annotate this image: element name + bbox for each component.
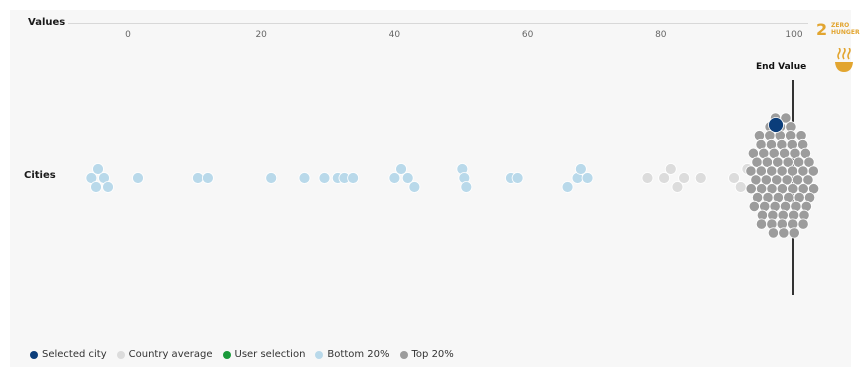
- top-20-point[interactable]: [748, 200, 760, 212]
- legend-item[interactable]: User selection: [222, 349, 306, 360]
- selected-city-point[interactable]: [768, 117, 784, 133]
- top-20-point[interactable]: [767, 227, 780, 239]
- sdg-badge: 2 ZERO HUNGER: [816, 18, 860, 78]
- chart-panel: [10, 10, 851, 367]
- bottom-20-point[interactable]: [408, 181, 421, 193]
- x-tick-label: 20: [255, 30, 267, 40]
- x-tick-label: 80: [655, 30, 667, 40]
- top-20-point[interactable]: [803, 156, 815, 168]
- bottom-20-point[interactable]: [574, 163, 587, 175]
- x-tick-label: 40: [388, 30, 401, 40]
- values-axis-label: Values: [28, 17, 66, 28]
- bottom-20-point[interactable]: [581, 172, 594, 184]
- top-20-point[interactable]: [780, 112, 792, 124]
- bottom-20-point[interactable]: [561, 181, 574, 193]
- bottom-20-point[interactable]: [511, 172, 524, 184]
- x-tick-label: 100: [785, 30, 803, 40]
- legend-swatch: [30, 350, 38, 359]
- bottom-20-point[interactable]: [347, 172, 360, 184]
- bottom-20-point[interactable]: [92, 163, 104, 175]
- x-tick-label: 0: [125, 30, 131, 40]
- legend-swatch: [116, 350, 125, 359]
- sdg-title: ZERO HUNGER: [831, 22, 860, 36]
- legend-label: Selected city: [42, 349, 107, 360]
- legend-item[interactable]: Country average: [116, 349, 213, 360]
- legend-item[interactable]: Bottom 20%: [315, 349, 390, 360]
- top-20-point[interactable]: [807, 165, 819, 177]
- top-20-point[interactable]: [778, 227, 790, 239]
- top-20-point[interactable]: [745, 183, 757, 195]
- legend-label: Bottom 20%: [327, 349, 390, 360]
- bottom-20-point[interactable]: [102, 181, 114, 193]
- legend-label: Country average: [128, 349, 213, 360]
- sdg-title-line1: ZERO: [831, 22, 850, 29]
- x-tick-label: 60: [521, 30, 534, 40]
- legend-swatch: [399, 350, 408, 359]
- top-20-point[interactable]: [755, 218, 768, 230]
- legend-item[interactable]: Top 20%: [399, 349, 454, 360]
- bottom-20-point[interactable]: [202, 172, 214, 184]
- bottom-20-point[interactable]: [265, 172, 278, 184]
- steaming-bowl-icon: [835, 48, 853, 72]
- top-20-point[interactable]: [802, 174, 814, 186]
- end-value-label: End Value: [756, 62, 807, 72]
- value-axis-line: [68, 23, 808, 24]
- top-20-point[interactable]: [797, 218, 809, 230]
- country-average-point[interactable]: [664, 163, 677, 175]
- sdg-title-line2: HUNGER: [831, 29, 860, 36]
- country-average-point[interactable]: [641, 172, 654, 184]
- legend-swatch: [315, 350, 324, 359]
- legend-label: User selection: [234, 349, 306, 360]
- bottom-20-point[interactable]: [90, 181, 102, 193]
- bottom-20-point[interactable]: [192, 172, 204, 184]
- legend-label: Top 20%: [411, 349, 454, 360]
- bottom-20-point[interactable]: [388, 172, 401, 184]
- bottom-20-point[interactable]: [460, 181, 473, 193]
- top-20-point[interactable]: [788, 227, 800, 239]
- bottom-20-point[interactable]: [318, 172, 331, 184]
- legend-swatch: [222, 350, 231, 359]
- sdg-number: 2: [816, 20, 828, 39]
- legend: Selected city Country average User selecti…: [30, 349, 454, 360]
- country-average-point[interactable]: [678, 172, 691, 184]
- legend-item[interactable]: Selected city: [30, 349, 107, 360]
- bottom-20-point[interactable]: [401, 172, 414, 184]
- country-average-point[interactable]: [694, 172, 707, 184]
- country-average-point[interactable]: [728, 172, 740, 184]
- bottom-20-point[interactable]: [298, 172, 311, 184]
- country-average-point[interactable]: [734, 181, 747, 193]
- country-average-point[interactable]: [671, 181, 684, 193]
- cities-axis-label: Cities: [24, 170, 56, 181]
- bottom-20-point[interactable]: [132, 172, 144, 184]
- country-average-point[interactable]: [658, 172, 671, 184]
- bottom-20-point[interactable]: [395, 163, 407, 175]
